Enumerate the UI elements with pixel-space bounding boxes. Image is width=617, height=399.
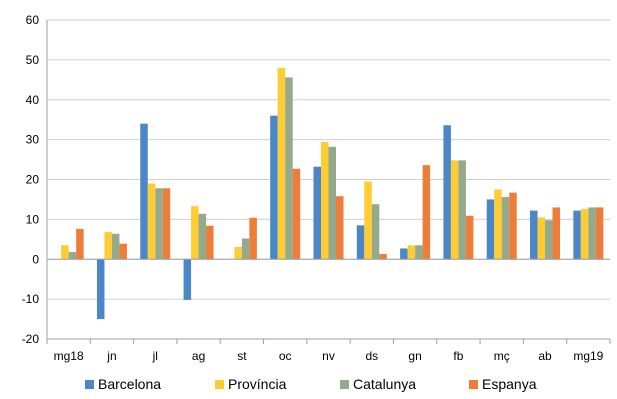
legend-label-espanya: Espanya	[482, 376, 537, 392]
bar-província-ab	[537, 217, 546, 260]
bar-província-jn	[104, 232, 112, 260]
bar-província-ag	[191, 206, 199, 260]
y-tick-label: 10	[26, 212, 40, 226]
x-tick-label: mç	[494, 349, 510, 363]
y-tick-label: 60	[26, 13, 40, 27]
y-tick-label: 30	[26, 133, 40, 147]
x-tick-label: fb	[453, 349, 463, 363]
bar-barcelona-fb	[443, 125, 451, 260]
bar-espanya-mç	[509, 192, 517, 260]
bar-província-oc	[277, 67, 286, 260]
bar-espanya-gn	[422, 165, 431, 260]
x-tick-label: mg18	[54, 349, 84, 363]
bar-catalunya-fb	[458, 160, 466, 260]
x-tick-label: oc	[279, 349, 292, 363]
bar-catalunya-oc	[285, 77, 293, 260]
bar-barcelona-ab	[530, 210, 538, 260]
x-tick-label: jl	[152, 349, 158, 363]
bar-província-jl	[147, 183, 156, 260]
x-tick-label: gn	[408, 349, 421, 363]
bar-espanya-st	[249, 217, 257, 260]
x-tick-label: st	[237, 349, 247, 363]
bar-catalunya-mg18	[68, 252, 77, 260]
bar-catalunya-mg19	[588, 207, 596, 260]
bar-barcelona-nv	[313, 166, 321, 260]
bar-espanya-ab	[552, 207, 561, 260]
bars	[61, 67, 604, 320]
bar-espanya-nv	[336, 196, 344, 260]
bar-espanya-jn	[119, 243, 127, 260]
bar-província-ds	[364, 181, 372, 260]
legend-swatch-espanya	[469, 380, 478, 389]
y-tick-label: 20	[26, 173, 40, 187]
y-tick-label: -10	[22, 292, 40, 306]
bar-barcelona-gn	[400, 248, 408, 260]
bar-espanya-mg18	[76, 228, 84, 260]
legend-swatch-barcelona	[85, 380, 94, 389]
bar-província-fb	[450, 160, 459, 260]
x-tick-label: ds	[365, 349, 378, 363]
bar-catalunya-ag	[198, 213, 207, 260]
legend-label-província: Província	[228, 376, 287, 392]
bar-província-gn	[407, 245, 416, 260]
bar-barcelona-jl	[140, 123, 148, 260]
legend-swatch-província	[215, 380, 224, 389]
legend-label-barcelona: Barcelona	[98, 376, 161, 392]
x-tick-label: mg19	[573, 349, 603, 363]
bar-catalunya-nv	[328, 146, 336, 260]
bar-barcelona-mç	[486, 199, 495, 260]
bar-barcelona-mg19	[573, 210, 581, 260]
x-tick-label: nv	[322, 349, 335, 363]
y-tick-label: 50	[26, 53, 40, 67]
bar-espanya-fb	[465, 215, 474, 260]
y-tick-label: 0	[32, 252, 39, 266]
bar-catalunya-ab	[545, 220, 553, 260]
bar-barcelona-ds	[356, 225, 365, 260]
bar-barcelona-oc	[270, 115, 278, 260]
bar-catalunya-gn	[415, 245, 423, 260]
bar-província-mç	[494, 189, 502, 260]
bar-catalunya-ds	[371, 204, 380, 260]
bar-espanya-ag	[206, 225, 214, 260]
bar-catalunya-mç	[501, 197, 510, 260]
x-tick-label: ag	[192, 349, 205, 363]
y-tick-label: -20	[22, 332, 40, 346]
bar-espanya-jl	[162, 188, 171, 260]
axes	[46, 20, 611, 344]
y-axis-ticks: -20 -10 0 10 20 30 40 50 60	[22, 13, 40, 346]
bar-barcelona-ag	[183, 259, 192, 300]
bar-barcelona-jn	[96, 259, 105, 320]
bar-província-nv	[321, 142, 329, 260]
legend-label-catalunya: Catalunya	[353, 376, 416, 392]
bar-catalunya-st	[241, 238, 250, 260]
bar-espanya-ds	[379, 254, 387, 260]
bar-província-mg18	[61, 245, 69, 260]
x-tick-label: ab	[538, 349, 552, 363]
legend: Barcelona Província Catalunya Espanya	[85, 376, 537, 392]
bar-província-st	[234, 246, 242, 260]
legend-swatch-catalunya	[340, 380, 349, 389]
bar-catalunya-jn	[111, 233, 120, 260]
bar-catalunya-jl	[155, 188, 163, 260]
bar-província-mg19	[580, 209, 589, 260]
y-tick-label: 40	[26, 93, 40, 107]
x-tick-label: jn	[106, 349, 116, 363]
bar-espanya-oc	[292, 168, 301, 260]
bar-espanya-mg19	[595, 207, 604, 260]
x-axis-ticks: mg18 jn jl ag st oc nv ds gn fb mç ab mg19	[54, 349, 604, 363]
